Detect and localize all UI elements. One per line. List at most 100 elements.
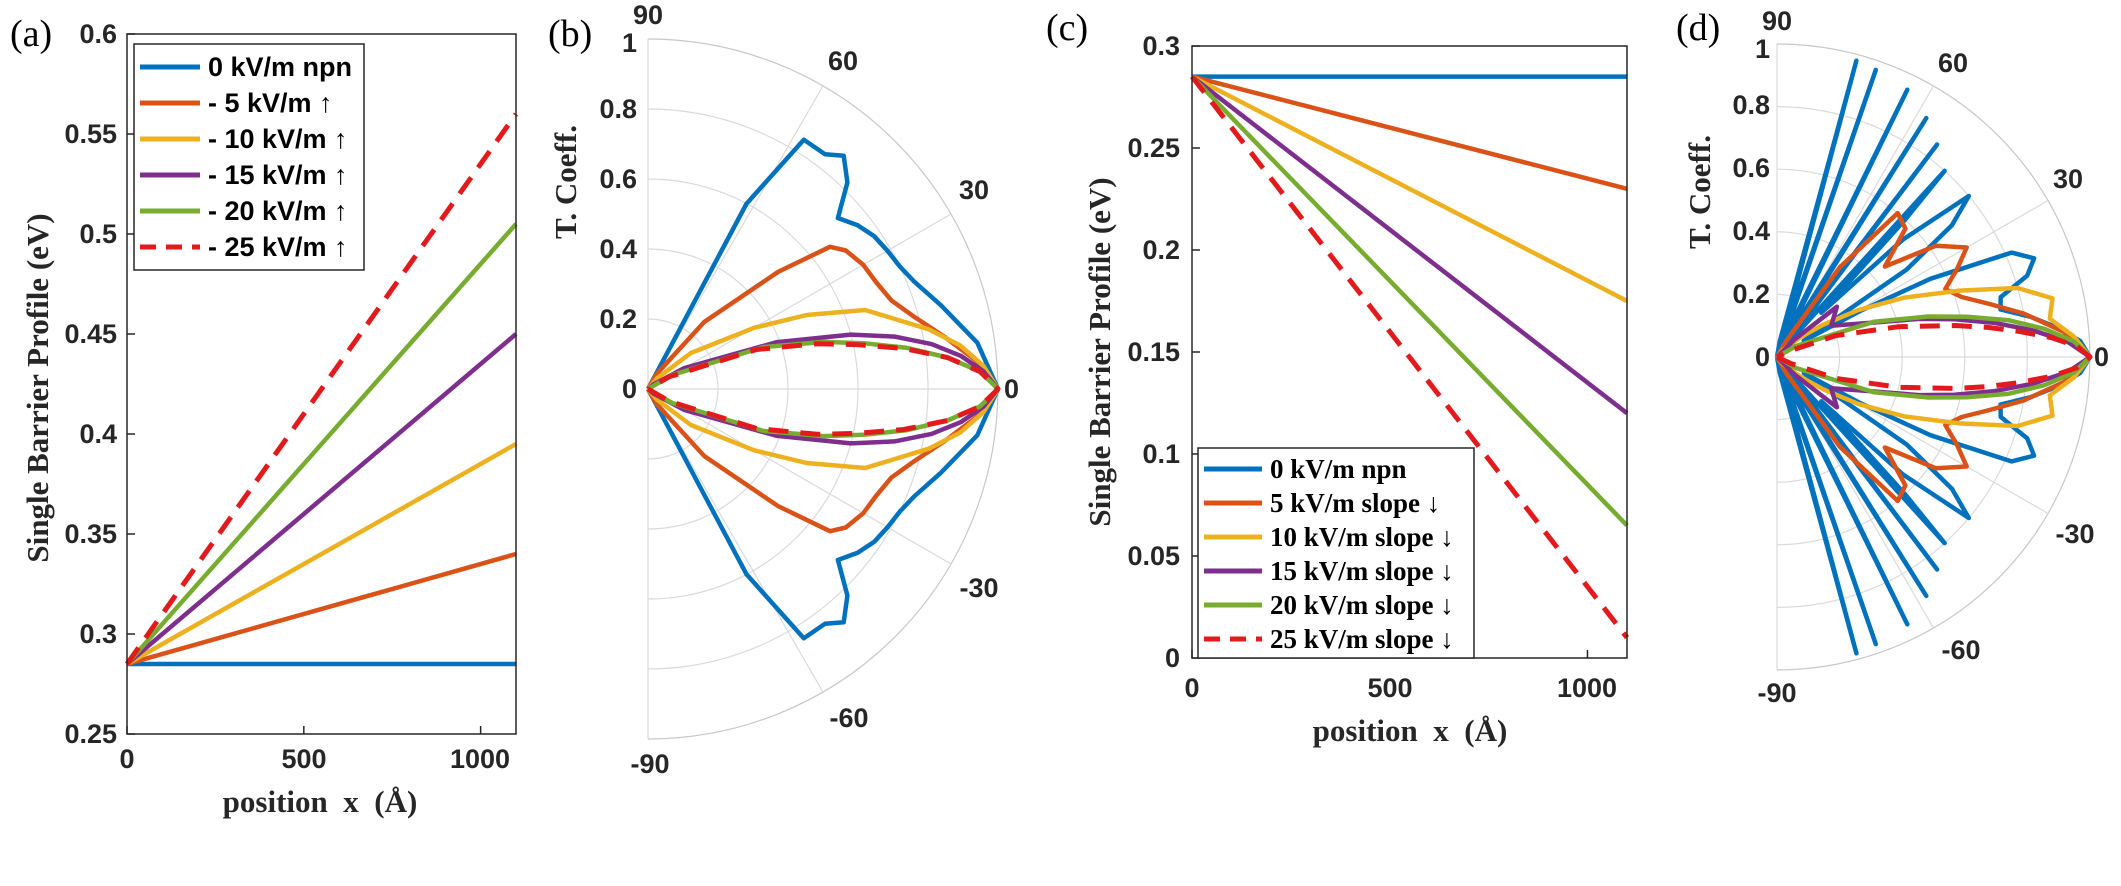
- chart-b-theta-m90: -90: [630, 749, 669, 779]
- chart-b-rtick-3: 0.6: [599, 164, 637, 194]
- chart-b-rtick-5: 1: [622, 28, 637, 58]
- chart-c-legend: 0 kV/m npn 5 kV/m slope ↓ 10 kV/m slope …: [1197, 447, 1475, 659]
- chart-b: 90 60 30 0 -30 -60 -90 0 0.2 0.4 0.6 0.8…: [548, 0, 1019, 779]
- chart-a-xtick-1: 500: [281, 744, 326, 774]
- chart-a-ytick-3: 0.4: [79, 419, 117, 449]
- chart-b-theta-m30: -30: [959, 573, 998, 603]
- chart-b-rtick-4: 0.8: [599, 94, 637, 124]
- chart-a-series-line-4: [125, 222, 518, 666]
- chart-a-legend-box: [133, 43, 365, 271]
- chart-a-series-line-2: [125, 442, 518, 666]
- chart-c-ylabel: Single Barrier Profile (eV): [1082, 177, 1117, 526]
- chart-b-rtick-1: 0.2: [599, 304, 637, 334]
- chart-c-ytick-3: 0.15: [1127, 337, 1180, 367]
- chart-c: 0 500 1000 0 0.05 0.1 0.15 0.2 0.25 0.3 …: [1082, 31, 1629, 748]
- chart-c-series-line-3: [1190, 74, 1629, 415]
- legend-a-label-0: 0 kV/m npn: [208, 52, 352, 82]
- chart-b-grid: [647, 38, 999, 740]
- legend-a-label-3: - 15 kV/m ↑: [208, 160, 348, 190]
- legend-c-label-1: 5 kV/m slope ↓: [1270, 488, 1440, 518]
- chart-d-rlabel: T. Coeff.: [1682, 135, 1717, 249]
- chart-d-rtick-5: 1: [1755, 34, 1770, 64]
- chart-b-theta-60: 60: [828, 46, 858, 76]
- chart-c-ytick-5: 0.25: [1127, 133, 1180, 163]
- chart-a-ytick-5: 0.5: [79, 219, 117, 249]
- chart-b-theta-90: 90: [633, 0, 663, 30]
- legend-c-label-0: 0 kV/m npn: [1270, 454, 1407, 484]
- chart-a-series-line-1: [126, 551, 517, 667]
- legend-c-label-5: 25 kV/m slope ↓: [1270, 624, 1454, 654]
- chart-b-theta-0: 0: [1004, 374, 1019, 404]
- chart-c-ytick-4: 0.2: [1142, 235, 1180, 265]
- chart-b-series-line-5: [646, 341, 1001, 437]
- panel-label-a: (a): [10, 13, 52, 55]
- chart-d-rtick-3: 0.6: [1732, 153, 1770, 183]
- chart-a-ytick-1: 0.3: [79, 619, 117, 649]
- chart-a-axes-box: [126, 33, 517, 735]
- chart-d-rtick-4: 0.8: [1732, 90, 1770, 120]
- chart-d-theta-0: 0: [2094, 342, 2109, 372]
- chart-c-ytick-6: 0.3: [1142, 31, 1180, 61]
- chart-a-ytick-6: 0.55: [64, 119, 117, 149]
- chart-a-ytick-2: 0.35: [64, 519, 117, 549]
- chart-a: 0 500 1000 0.25 0.3 0.35 0.4 0.45 0.5 0.…: [20, 19, 519, 819]
- chart-a-legend: 0 kV/m npn - 5 kV/m ↑ - 10 kV/m ↑ - 15 k…: [133, 43, 365, 271]
- chart-b-rtick-0: 0: [622, 374, 637, 404]
- chart-c-series-line-4: [1190, 75, 1629, 527]
- chart-c-series: [1190, 74, 1629, 640]
- chart-a-series-line-3: [125, 332, 518, 666]
- panel-label-b: (b): [548, 13, 592, 55]
- chart-c-ytick-0: 0: [1165, 643, 1180, 673]
- chart-d: 90 60 30 0 -30 -60 -90 0 0.2 0.4 0.6 0.8…: [1682, 6, 2109, 708]
- chart-c-ytick-1: 0.05: [1127, 541, 1180, 571]
- legend-a-label-4: - 20 kV/m ↑: [208, 196, 348, 226]
- chart-a-ylabel: Single Barrier Profile (eV): [20, 213, 55, 562]
- chart-a-xtick-2: 1000: [450, 744, 510, 774]
- chart-a-xtick-0: 0: [119, 744, 134, 774]
- chart-d-theta-m60: -60: [1941, 635, 1980, 665]
- chart-d-theta-30: 30: [2053, 164, 2083, 194]
- panel-label-c: (c): [1046, 7, 1088, 49]
- chart-a-ticks: [126, 33, 482, 735]
- chart-d-theta-60: 60: [1938, 48, 1968, 78]
- chart-d-theta-m90: -90: [1757, 678, 1796, 708]
- legend-a-label-5: - 25 kV/m ↑: [208, 232, 348, 262]
- chart-c-xtick-2: 1000: [1557, 673, 1617, 703]
- chart-c-ytick-2: 0.1: [1142, 439, 1180, 469]
- chart-c-xlabel: position x (Å): [1313, 713, 1508, 748]
- chart-a-series-line-5: [124, 112, 519, 666]
- chart-a-series: [124, 112, 519, 667]
- chart-b-rtick-2: 0.4: [599, 234, 637, 264]
- legend-a-label-1: - 5 kV/m ↑: [208, 88, 333, 118]
- chart-c-xtick-1: 500: [1367, 673, 1412, 703]
- legend-a-label-2: - 10 kV/m ↑: [208, 124, 348, 154]
- chart-d-series-line-5: [1775, 323, 2093, 391]
- chart-a-ytick-4: 0.45: [64, 319, 117, 349]
- chart-c-series-line-5: [1190, 75, 1629, 640]
- chart-c-legend-box: [1197, 447, 1475, 659]
- legend-c-label-2: 10 kV/m slope ↓: [1270, 522, 1454, 552]
- chart-c-ticks: [1191, 45, 1589, 659]
- chart-d-rtick-1: 0.2: [1732, 279, 1770, 309]
- chart-c-series-line-2: [1190, 74, 1629, 303]
- chart-d-grid: [1776, 43, 2091, 671]
- chart-b-series: [646, 137, 1001, 641]
- legend-c-label-4: 20 kV/m slope ↓: [1270, 590, 1454, 620]
- legend-c-label-3: 15 kV/m slope ↓: [1270, 556, 1454, 586]
- chart-c-xtick-0: 0: [1184, 673, 1199, 703]
- chart-d-series: [1774, 58, 2093, 656]
- chart-b-grid-spoke-4: [647, 388, 952, 565]
- chart-a-xlabel: position x (Å): [223, 784, 418, 819]
- chart-d-theta-m30: -30: [2055, 519, 2094, 549]
- chart-d-rtick-0: 0: [1755, 342, 1770, 372]
- chart-b-grid-spoke-2: [647, 213, 952, 390]
- chart-b-theta-m60: -60: [829, 703, 868, 733]
- chart-b-theta-30: 30: [959, 175, 989, 205]
- chart-d-rtick-2: 0.4: [1732, 216, 1770, 246]
- chart-d-theta-90: 90: [1762, 6, 1792, 36]
- chart-b-rlabel: T. Coeff.: [548, 125, 583, 239]
- chart-c-series-line-1: [1191, 74, 1628, 191]
- chart-a-ytick-7: 0.6: [79, 19, 117, 49]
- chart-a-ytick-0: 0.25: [64, 719, 117, 749]
